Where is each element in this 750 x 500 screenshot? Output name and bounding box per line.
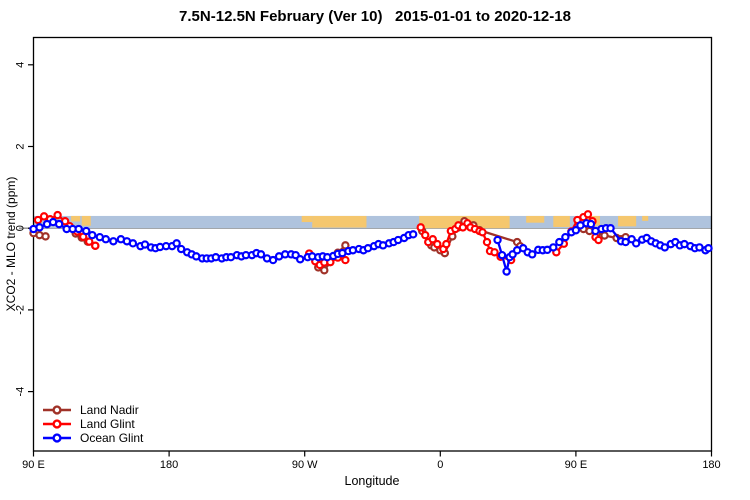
ocean-glint-marker-icon [43, 433, 71, 443]
ocean-glint-point [88, 230, 97, 240]
map-band-land-patch [301, 215, 313, 223]
plot-layers: 90 E 180 90 W 0 90 E 180 -4 -2 0 2 4 [15, 36, 721, 471]
x-tick-label: 90 W [292, 459, 318, 471]
y-tick-label: 0 [15, 225, 27, 231]
ocean-glint-point [295, 255, 305, 264]
land-glint-point [433, 239, 442, 249]
map-band-land-patch [618, 215, 637, 227]
ocean-glint-point [408, 230, 418, 239]
map-band-land-patch [642, 215, 649, 221]
land-glint-point [53, 210, 62, 220]
map-band-land-patch [81, 215, 91, 226]
map-band-land-patch [312, 215, 367, 228]
map-band-land-patch [553, 215, 570, 227]
map-band-land-patch [71, 215, 81, 222]
plot-box [32, 36, 713, 452]
y-tick-label: -4 [15, 387, 27, 397]
y-axis-label: XCO2 - MLO trend (ppm) [4, 177, 18, 312]
ocean-glint-point [497, 250, 507, 260]
x-tick-label: 180 [702, 459, 720, 471]
ocean-glint-point [549, 243, 558, 252]
x-tick-label: 90 E [22, 459, 45, 471]
legend-item-ocean-glint: Ocean Glint [42, 431, 143, 445]
land-nadir-marker-icon [43, 405, 71, 415]
land-glint-point [85, 237, 94, 246]
ocean-glint-point [660, 243, 669, 252]
ocean-glint-point [172, 239, 181, 248]
legend-item-land-glint: Land Glint [42, 417, 143, 431]
y-tick-label: 4 [15, 62, 27, 68]
ocean-glint-point [606, 223, 615, 233]
land-glint-point [416, 223, 425, 232]
x-tick-label: 0 [437, 459, 443, 471]
land-nadir-point [320, 266, 329, 275]
ocean-glint-point [555, 237, 564, 247]
chart-title: 7.5N-12.5N February (Ver 10) 2015-01-01 … [179, 8, 571, 25]
ocean-glint-point [109, 237, 118, 246]
x-tick-label: 90 E [565, 459, 588, 471]
ocean-glint-point [256, 250, 266, 259]
x-axis-label: Longitude [345, 474, 400, 488]
ocean-glint-point [128, 239, 138, 248]
ocean-glint-point [571, 226, 581, 235]
land-glint-point [442, 239, 451, 249]
land-nadir-point [41, 232, 50, 241]
ocean-glint-point [493, 235, 502, 245]
land-glint-point [583, 210, 593, 219]
land-glint-point [91, 241, 100, 250]
land-glint-point [594, 235, 603, 245]
legend-label: Land Glint [80, 417, 135, 431]
land-glint-point [478, 228, 487, 237]
legend: Land Nadir Land Glint Ocean Glint [42, 403, 143, 445]
ocean-glint-point [176, 244, 186, 254]
land-glint-point [428, 235, 437, 244]
legend-label: Ocean Glint [80, 431, 144, 445]
ocean-glint-point [268, 255, 278, 265]
ocean-glint-point [502, 267, 511, 276]
legend-item-land-nadir: Land Nadir [42, 403, 143, 417]
land-glint-point [33, 215, 43, 225]
ocean-glint-point [704, 244, 713, 253]
map-band-land-patch [526, 215, 545, 223]
land-glint-point [421, 230, 430, 240]
land-glint-point [482, 237, 492, 247]
ocean-glint-point [74, 224, 83, 234]
legend-label: Land Nadir [80, 403, 139, 417]
ocean-glint-point [101, 235, 111, 244]
x-tick-label: 180 [160, 459, 178, 471]
land-glint-point [490, 248, 499, 257]
land-nadir-point [600, 231, 609, 240]
ocean-glint-point [82, 226, 91, 236]
ocean-glint-point [586, 219, 596, 229]
land-glint-point [341, 255, 350, 265]
land-glint-marker-icon [43, 419, 71, 429]
ocean-glint-point [528, 250, 537, 259]
ocean-glint-point [54, 219, 64, 229]
y-tick-label: -2 [15, 305, 27, 315]
ocean-glint-point [561, 232, 570, 242]
ocean-glint-point [631, 239, 641, 248]
y-tick-label: 2 [15, 143, 27, 149]
ocean-glint-point [35, 223, 44, 232]
